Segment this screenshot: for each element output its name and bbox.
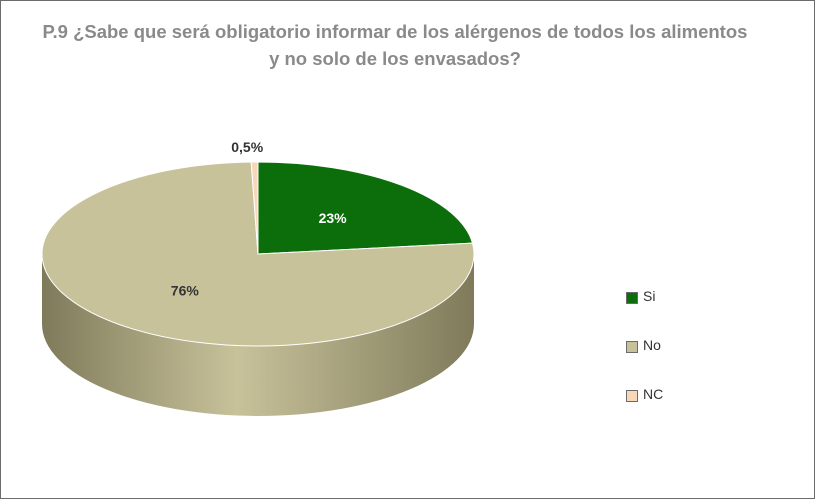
chart-title-line-1: P.9 ¿Sabe que será obligatorio informar … — [42, 21, 748, 42]
chart-title-line-2: y no solo de los envasados? — [269, 48, 521, 69]
legend-label-no: No — [643, 337, 661, 353]
legend-swatch-no — [626, 341, 638, 353]
chart-title: P.9 ¿Sabe que será obligatorio informar … — [20, 18, 770, 72]
pie-slice-no — [41, 161, 475, 347]
data-label-si: 23% — [319, 210, 348, 226]
legend-label-nc: NC — [643, 386, 664, 402]
pie-top — [41, 161, 475, 347]
data-label-no: 76% — [171, 282, 200, 298]
pie-slice-si — [257, 161, 474, 255]
data-label-nc: 0,5% — [231, 139, 263, 155]
pie-side-no — [42, 254, 474, 416]
pie-sides — [42, 254, 474, 416]
legend-swatch-si — [626, 292, 638, 304]
legend-swatch-nc — [626, 390, 638, 402]
pie-slice-nc — [250, 161, 259, 255]
legend-label-si: Si — [643, 288, 656, 304]
